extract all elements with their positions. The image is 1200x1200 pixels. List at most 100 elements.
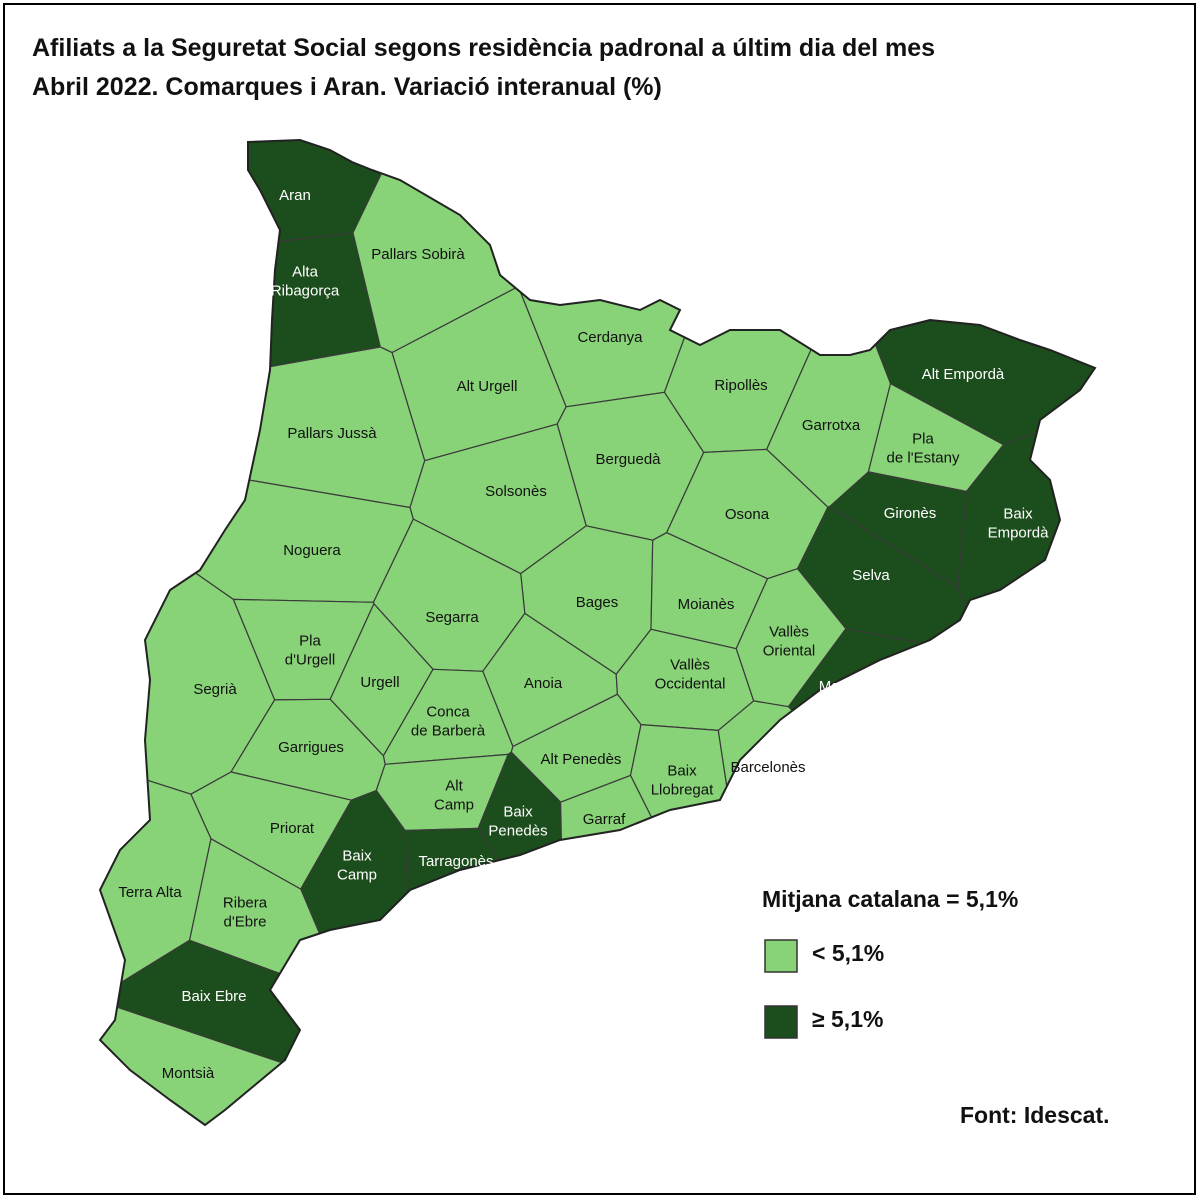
region-label-line: Alt Empordà bbox=[922, 366, 1005, 383]
region-label: Tarragonès bbox=[418, 853, 493, 870]
region-label-line: Bages bbox=[576, 594, 619, 611]
region-label-line: Llobregat bbox=[651, 781, 714, 798]
legend-label: ≥ 5,1% bbox=[812, 1006, 883, 1032]
region-label-line: Segarra bbox=[425, 609, 479, 626]
region-label-line: Ribera bbox=[223, 894, 268, 911]
region-label-line: Vallès bbox=[670, 656, 710, 673]
region-label-line: Baix bbox=[342, 847, 372, 864]
region-label: Alt Camp bbox=[434, 777, 474, 813]
region-label-line: Aran bbox=[279, 187, 311, 204]
region-label-line: Garraf bbox=[583, 811, 626, 828]
region-label: Pla de l'Estany bbox=[887, 430, 960, 466]
region-label-line: Alt Urgell bbox=[457, 378, 518, 395]
region-label-line: Osona bbox=[725, 506, 770, 523]
region-label: Vallès Oriental bbox=[763, 623, 816, 659]
region-label: Garraf bbox=[583, 811, 626, 828]
region-label-line: Selva bbox=[852, 567, 890, 584]
region-label-line: Pla bbox=[299, 632, 321, 649]
region-label: Pallars Jussà bbox=[287, 425, 377, 442]
region-label-line: Pallars Sobirà bbox=[371, 246, 465, 263]
region-label: Alta Ribagorça bbox=[271, 263, 340, 299]
region-label: Pla d'Urgell bbox=[285, 632, 335, 668]
region-label: Berguedà bbox=[595, 451, 661, 468]
region-label-line: Baix bbox=[503, 803, 533, 820]
source: Font: Idescat. bbox=[960, 1102, 1110, 1128]
region-label-line: Priorat bbox=[270, 820, 315, 837]
region-label-line: Segrià bbox=[193, 681, 237, 698]
title-line: Afiliats a la Seguretat Social segons re… bbox=[32, 34, 935, 62]
region-label-line: Berguedà bbox=[595, 451, 661, 468]
region-label-line: Camp bbox=[337, 866, 377, 883]
region-label-line: Montsià bbox=[162, 1065, 215, 1082]
region-label-line: Alt Penedès bbox=[541, 751, 622, 768]
region-label-line: Terra Alta bbox=[118, 884, 182, 901]
region-label: Gironès bbox=[884, 505, 937, 522]
region-label: Aran bbox=[279, 187, 311, 204]
region-label: Moianès bbox=[678, 596, 735, 613]
region-label-line: Cerdanya bbox=[577, 329, 643, 346]
region-label-line: Alta bbox=[292, 263, 319, 280]
region-label-line: Noguera bbox=[283, 542, 341, 559]
legend-label: < 5,1% bbox=[812, 940, 884, 966]
region-label-line: Maresme bbox=[819, 678, 882, 695]
region-label-line: Empordà bbox=[988, 524, 1050, 541]
region-label-line: de Barberà bbox=[411, 722, 486, 739]
legend: < 5,1% ≥ 5,1% bbox=[764, 939, 884, 1039]
region-label: Baix Ebre bbox=[181, 988, 246, 1005]
region-label-line: Garrotxa bbox=[802, 417, 861, 434]
region-label: Maresme bbox=[819, 678, 882, 695]
region-label-line: Conca bbox=[426, 703, 470, 720]
legend-swatch bbox=[764, 1005, 798, 1039]
region-label-line: Penedès bbox=[488, 822, 547, 839]
region-label: Osona bbox=[725, 506, 770, 523]
title-line: Abril 2022. Comarques i Aran. Variació i… bbox=[32, 73, 662, 101]
region-label: Ribera d'Ebre bbox=[223, 894, 268, 930]
region-label-line: de l'Estany bbox=[887, 449, 960, 466]
region-label: Alt Penedès bbox=[541, 751, 622, 768]
region-label-line: d'Urgell bbox=[285, 651, 335, 668]
region-label: Segrià bbox=[193, 681, 237, 698]
region-label: Baix Empordà bbox=[988, 505, 1050, 541]
region-label: Terra Alta bbox=[118, 884, 182, 901]
region-label: Ripollès bbox=[714, 377, 767, 394]
region-label-line: Barcelonès bbox=[730, 759, 805, 776]
region-label-line: Oriental bbox=[763, 642, 816, 659]
region-label-line: Ribagorça bbox=[271, 282, 340, 299]
legend-swatch bbox=[764, 939, 798, 973]
region-label: Barcelonès bbox=[730, 759, 805, 776]
region-label: Noguera bbox=[283, 542, 341, 559]
region-label: Garrotxa bbox=[802, 417, 861, 434]
region-label: Selva bbox=[852, 567, 890, 584]
region-label-line: Pla bbox=[912, 430, 934, 447]
region-label: Vallès Occidental bbox=[655, 656, 726, 692]
region-label: Montsià bbox=[162, 1065, 215, 1082]
region-label-line: d'Ebre bbox=[224, 913, 267, 930]
region-label-line: Moianès bbox=[678, 596, 735, 613]
region-label-line: Alt bbox=[445, 777, 463, 794]
region-label-line: Urgell bbox=[360, 674, 399, 691]
region-label: Solsonès bbox=[485, 483, 547, 500]
region-label: Alt Empordà bbox=[922, 366, 1005, 383]
region-label-line: Camp bbox=[434, 796, 474, 813]
region-label-line: Pallars Jussà bbox=[287, 425, 377, 442]
region-label-line: Baix Ebre bbox=[181, 988, 246, 1005]
region-label: Baix Camp bbox=[337, 847, 377, 883]
outline bbox=[98, 138, 1097, 1127]
region-label-line: Garrigues bbox=[278, 739, 344, 756]
map bbox=[98, 138, 1097, 1127]
region-label: Alt Urgell bbox=[457, 378, 518, 395]
region-label-line: Solsonès bbox=[485, 483, 547, 500]
region-label: Segarra bbox=[425, 609, 479, 626]
legend-title: Mitjana catalana = 5,1% bbox=[762, 886, 1018, 912]
region-label-line: Occidental bbox=[655, 675, 726, 692]
region-label: Urgell bbox=[360, 674, 399, 691]
region-label-line: Gironès bbox=[884, 505, 937, 522]
region-label-line: Anoia bbox=[524, 675, 563, 692]
region-label-line: Ripollès bbox=[714, 377, 767, 394]
region-label: Conca de Barberà bbox=[411, 703, 486, 739]
region-label: Pallars Sobirà bbox=[371, 246, 465, 263]
region-label: Baix Penedès bbox=[488, 803, 547, 839]
region-label: Bages bbox=[576, 594, 619, 611]
region-label-line: Vallès bbox=[769, 623, 809, 640]
